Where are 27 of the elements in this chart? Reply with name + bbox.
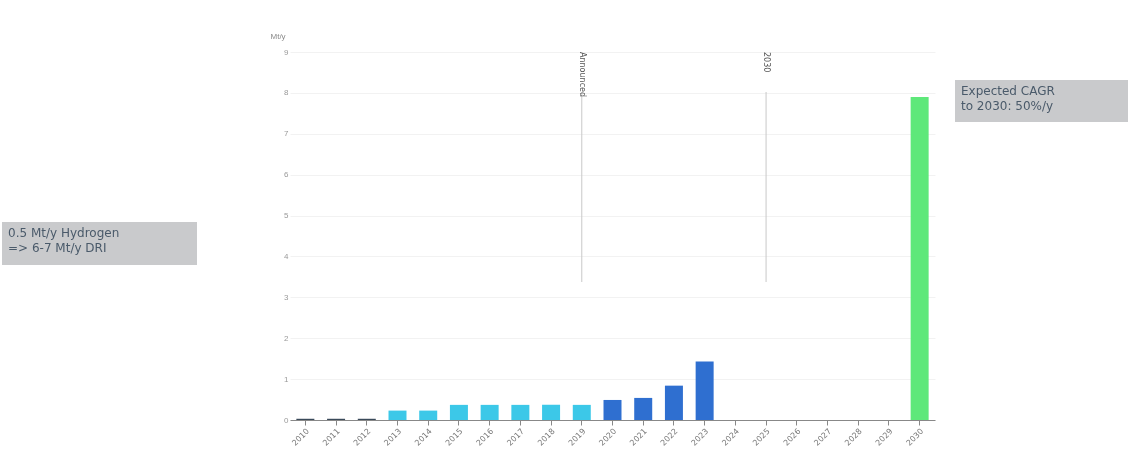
y-axis-title: Mt/y: [270, 31, 286, 41]
bar: [572, 404, 591, 420]
y-tick-label: 9: [284, 47, 290, 57]
y-tick-label: 8: [284, 88, 290, 98]
y-tick-label: 2: [284, 333, 290, 343]
ref-line-label: 2030: [762, 52, 772, 73]
bar: [910, 96, 929, 420]
bar: [542, 404, 561, 420]
bar: [480, 404, 499, 420]
y-tick-label: 1: [284, 374, 290, 384]
bar: [695, 361, 714, 420]
bar: [511, 404, 530, 420]
bar: [664, 385, 683, 420]
y-tick-label: 0: [284, 415, 290, 425]
bar: [634, 397, 653, 420]
y-tick-label: 5: [284, 211, 290, 221]
bar: [603, 399, 622, 420]
bar: [419, 410, 438, 420]
y-tick-label: 3: [284, 292, 290, 302]
y-tick-label: 6: [284, 170, 290, 180]
ref-line-label: Announced: [577, 52, 587, 98]
y-tick-label: 7: [284, 129, 290, 139]
bar: [449, 404, 468, 420]
text: Expected CAGR to 2030: 50%/y: [961, 84, 1055, 113]
text: 0.5 Mt/y Hydrogen => 6-7 Mt/y DRI: [8, 226, 120, 255]
bar: [388, 410, 407, 420]
y-tick-label: 4: [284, 251, 290, 261]
